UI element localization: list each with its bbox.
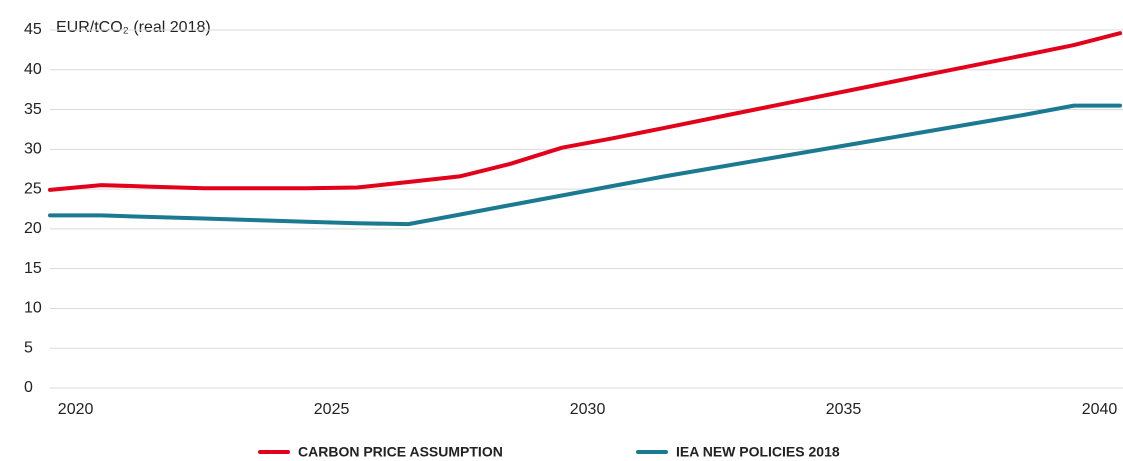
x-tick-label: 2040 bbox=[1082, 401, 1118, 418]
line-series bbox=[48, 31, 1122, 192]
x-tick-label: 2020 bbox=[58, 401, 94, 418]
y-tick-label: 35 bbox=[24, 101, 42, 118]
y-tick-label: 10 bbox=[24, 300, 42, 317]
y-axis-label: EUR/tCO₂ (real 2018) bbox=[56, 19, 211, 36]
y-tick-label: 25 bbox=[24, 180, 42, 197]
y-tick-label: 30 bbox=[24, 141, 42, 158]
y-tick-label: 45 bbox=[24, 21, 42, 38]
legend-label: CARBON PRICE ASSUMPTION bbox=[298, 444, 503, 460]
y-tick-label: 20 bbox=[24, 220, 42, 237]
line-series bbox=[48, 103, 1122, 227]
y-tick-label: 15 bbox=[24, 260, 42, 277]
y-tick-label: 5 bbox=[24, 339, 33, 356]
y-tick-label: 40 bbox=[24, 61, 42, 78]
legend-label: IEA NEW POLICIES 2018 bbox=[676, 444, 840, 460]
x-tick-label: 2030 bbox=[570, 401, 606, 418]
x-tick-label: 2035 bbox=[826, 401, 862, 418]
x-tick-label: 2025 bbox=[314, 401, 350, 418]
y-tick-label: 0 bbox=[24, 379, 33, 396]
